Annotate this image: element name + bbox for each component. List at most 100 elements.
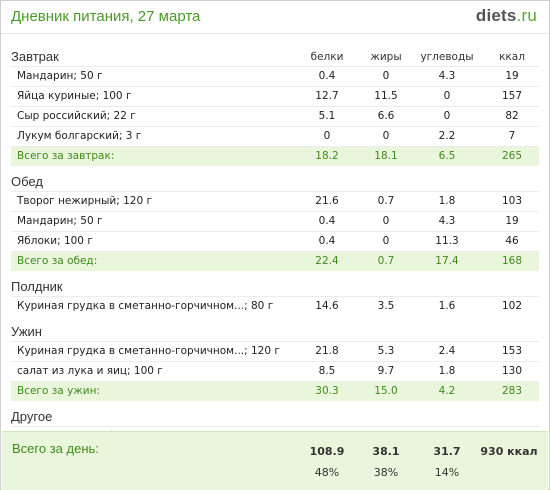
food-row[interactable]: Мандарин; 50 г 0.4 0 4.3 19: [11, 211, 539, 231]
food-name[interactable]: салат из лука и яиц; 100 г: [17, 365, 163, 377]
meal-total-row: Всего за обед: 22.4 0.7 17.4 168: [11, 251, 539, 271]
food-name[interactable]: Творог нежирный; 120 г: [17, 195, 152, 207]
food-protein: 8.5: [318, 365, 336, 377]
food-fat: 0: [382, 70, 390, 82]
column-header-protein: белки: [310, 51, 344, 63]
food-kcal: 103: [501, 195, 523, 207]
brand-name: diets: [475, 6, 517, 25]
food-row[interactable]: Куриная грудка в сметанно-горчичном...; …: [11, 296, 539, 316]
food-carbs: 0: [443, 90, 451, 102]
food-protein: 0.4: [318, 215, 336, 227]
meal-total-kcal: 265: [501, 150, 523, 162]
meal-total-protein: 22.4: [315, 255, 339, 267]
food-kcal: 82: [505, 110, 519, 122]
meal-title: Другое: [11, 409, 53, 424]
brand-tld: .ru: [516, 6, 537, 25]
food-row[interactable]: Куриная грудка в сметанно-горчичном...; …: [11, 341, 539, 361]
food-carbs: 1.8: [438, 365, 456, 377]
food-name[interactable]: Сыр российский; 22 г: [17, 110, 136, 122]
food-protein: 21.6: [315, 195, 339, 207]
food-fat: 9.7: [377, 365, 395, 377]
food-row[interactable]: Мандарин; 50 г 0.4 0 4.3 19: [11, 66, 539, 86]
meal-total-protein: 18.2: [315, 150, 339, 162]
food-carbs: 0: [443, 110, 451, 122]
day-total-fat: 38.1: [372, 445, 400, 458]
food-kcal: 130: [501, 365, 523, 377]
brand-logo[interactable]: diets.ru: [476, 6, 537, 26]
food-name[interactable]: Куриная грудка в сметанно-горчичном...; …: [17, 345, 280, 357]
meal-total-label: Всего за ужин:: [17, 385, 100, 397]
meal-title: Обед: [11, 174, 43, 189]
food-name[interactable]: Лукум болгарский; 3 г: [17, 130, 142, 142]
day-total-protein: 108.9: [309, 445, 345, 458]
column-header-kcal: ккал: [499, 51, 525, 63]
food-kcal: 7: [508, 130, 516, 142]
meal-total-kcal: 283: [501, 385, 523, 397]
day-fat-percent: 38%: [373, 466, 399, 479]
food-name[interactable]: Куриная грудка в сметанно-горчичном...; …: [17, 300, 274, 312]
food-carbs: 1.6: [438, 300, 456, 312]
food-carbs: 2.4: [438, 345, 456, 357]
food-name[interactable]: Яблоки; 100 г: [17, 235, 93, 247]
food-name[interactable]: Мандарин; 50 г: [17, 215, 103, 227]
food-fat: 0: [382, 235, 390, 247]
food-row[interactable]: Творог нежирный; 120 г 21.6 0.7 1.8 103: [11, 191, 539, 211]
food-row[interactable]: салат из лука и яиц; 100 г 8.5 9.7 1.8 130: [11, 361, 539, 381]
meal-total-fat: 0.7: [377, 255, 395, 267]
food-fat: 5.3: [377, 345, 395, 357]
food-fat: 0: [382, 215, 390, 227]
meal-header: Другое: [11, 405, 539, 426]
food-kcal: 157: [501, 90, 523, 102]
meal-section: Полдник Куриная грудка в сметанно-горчичн…: [11, 275, 539, 316]
meal-total-label: Всего за обед:: [17, 255, 98, 267]
meals-table: Завтрак белки жиры углеводы ккал Мандарин; 50…: [11, 45, 539, 446]
header: Дневник питания, 27 марта diets.ru: [1, 1, 549, 34]
food-protein: 0.4: [318, 235, 336, 247]
day-protein-percent: 48%: [314, 466, 340, 479]
food-fat: 0.7: [377, 195, 395, 207]
food-kcal: 19: [505, 215, 519, 227]
day-total: Всего за день: 108.9 38.1 31.7 930 ккал …: [2, 431, 548, 490]
meal-section: Обед Творог нежирный; 120 г 21.6 0.7 1.8 103 М…: [11, 170, 539, 271]
day-total-kcal: 930 ккал: [480, 445, 538, 458]
food-name[interactable]: Мандарин; 50 г: [17, 70, 103, 82]
food-fat: 3.5: [377, 300, 395, 312]
food-protein: 0.4: [318, 70, 336, 82]
meal-total-protein: 30.3: [315, 385, 339, 397]
food-protein: 5.1: [318, 110, 336, 122]
food-name[interactable]: Яйца куриные; 100 г: [17, 90, 132, 102]
food-carbs: 11.3: [435, 235, 459, 247]
meal-header: Ужин: [11, 320, 539, 341]
meal-header: Обед: [11, 170, 539, 191]
column-header-fat: жиры: [370, 51, 402, 63]
day-total-label: Всего за день:: [12, 441, 99, 456]
food-kcal: 46: [505, 235, 519, 247]
food-carbs: 4.3: [438, 70, 456, 82]
meal-total-carbs: 4.2: [438, 385, 456, 397]
meal-section: Ужин Куриная грудка в сметанно-горчичном.…: [11, 320, 539, 401]
food-kcal: 19: [505, 70, 519, 82]
day-carbs-percent: 14%: [434, 466, 460, 479]
meal-total-row: Всего за завтрак: 18.2 18.1 6.5 265: [11, 146, 539, 166]
food-row[interactable]: Лукум болгарский; 3 г 0 0 2.2 7: [11, 126, 539, 146]
food-protein: 21.8: [315, 345, 339, 357]
food-kcal: 153: [501, 345, 523, 357]
food-row[interactable]: Яблоки; 100 г 0.4 0 11.3 46: [11, 231, 539, 251]
food-protein: 12.7: [315, 90, 339, 102]
meal-total-fat: 15.0: [374, 385, 398, 397]
meal-header: Полдник: [11, 275, 539, 296]
column-header-carbs: углеводы: [420, 51, 474, 63]
food-fat: 6.6: [377, 110, 395, 122]
meal-total-row: Всего за ужин: 30.3 15.0 4.2 283: [11, 381, 539, 401]
food-protein: 14.6: [315, 300, 339, 312]
meal-total-label: Всего за завтрак:: [17, 150, 115, 162]
meal-total-fat: 18.1: [374, 150, 398, 162]
food-carbs: 4.3: [438, 215, 456, 227]
meal-header: Завтрак белки жиры углеводы ккал: [11, 45, 539, 66]
food-fat: 0: [382, 130, 390, 142]
page-title: Дневник питания, 27 марта: [11, 8, 201, 25]
food-row[interactable]: Яйца куриные; 100 г 12.7 11.5 0 157: [11, 86, 539, 106]
food-row[interactable]: Сыр российский; 22 г 5.1 6.6 0 82: [11, 106, 539, 126]
food-carbs: 2.2: [438, 130, 456, 142]
